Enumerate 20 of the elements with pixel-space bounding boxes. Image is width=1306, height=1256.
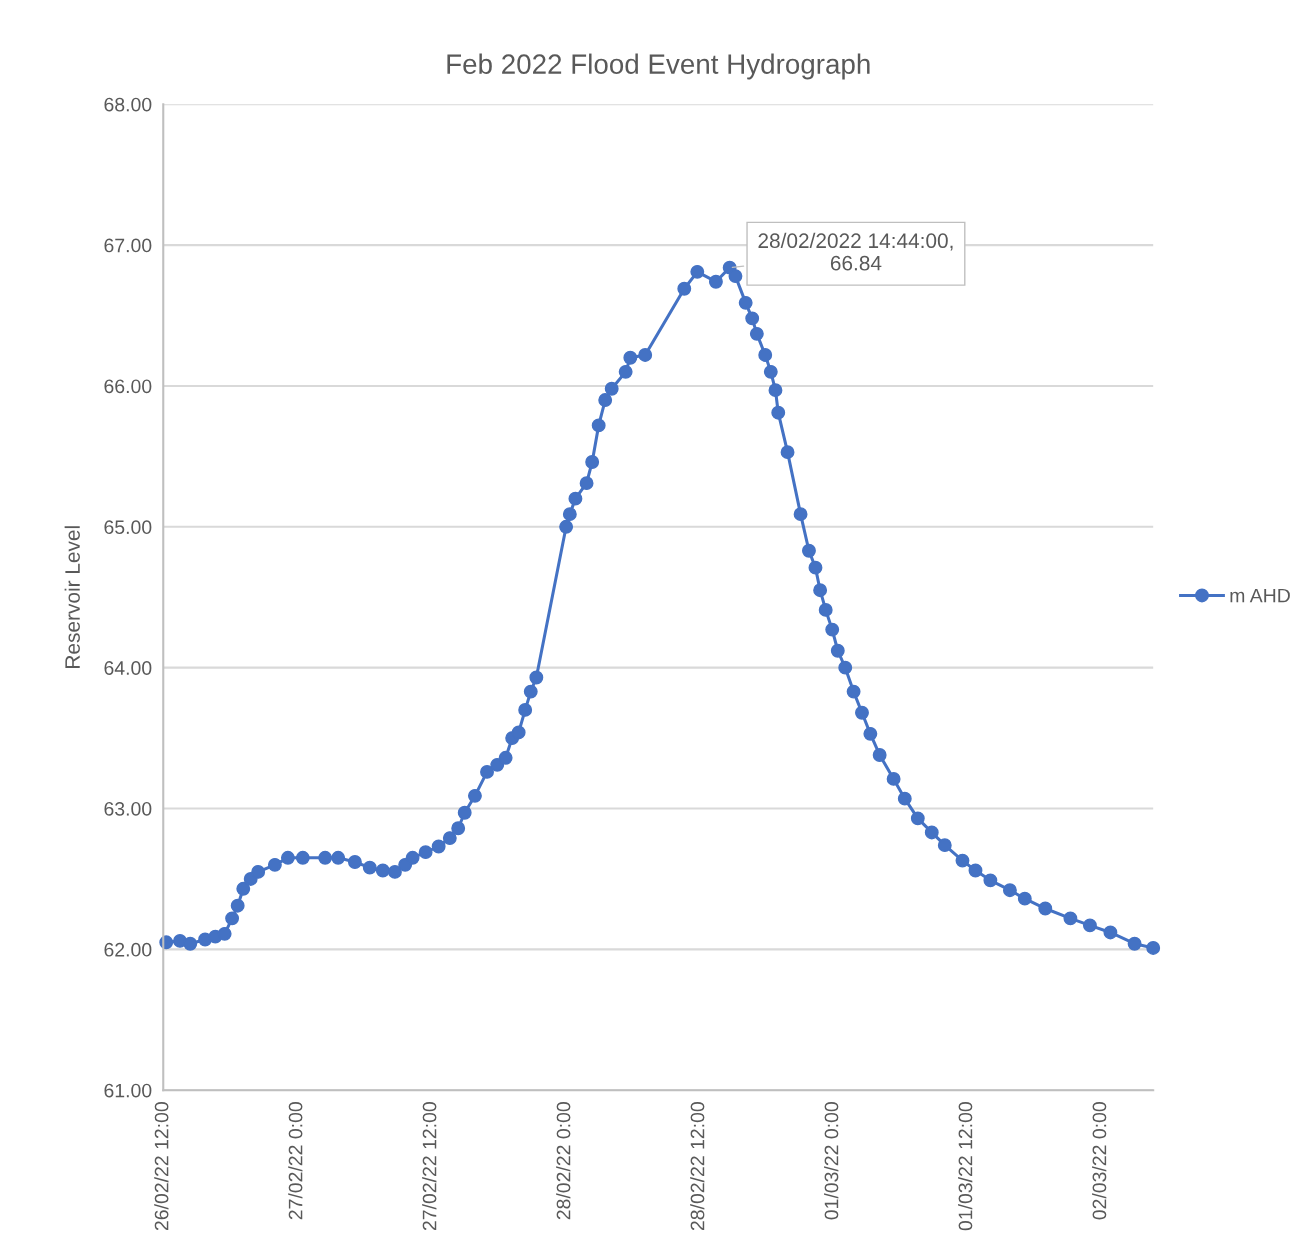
y-tick-label: 67.00 — [104, 238, 152, 253]
y-tick-label: 65.00 — [104, 520, 152, 535]
x-tick-label: 28/02/22 0:00 — [556, 1102, 571, 1220]
y-tick-label: 61.00 — [104, 1083, 152, 1098]
x-tick-label: 01/03/22 12:00 — [958, 1102, 973, 1231]
y-axis-title: Reservoir Level — [64, 526, 80, 668]
x-tick-label: 28/02/22 12:00 — [690, 1102, 705, 1231]
x-tick-label: 27/02/22 12:00 — [422, 1102, 437, 1231]
y-tick-label: 64.00 — [104, 661, 152, 675]
y-tick-label: 62.00 — [104, 942, 152, 957]
legend-label: m AHD — [1230, 588, 1290, 603]
y-tick-label: 68.00 — [104, 97, 152, 112]
x-tick-label: 27/02/22 0:00 — [288, 1102, 303, 1220]
annotation: 28/02/2022 14:44:00, 66.84 — [758, 232, 953, 271]
chart-title: Feb 2022 Flood Event Hydrograph — [447, 53, 870, 80]
x-tick-label: 02/03/22 0:00 — [1092, 1102, 1107, 1220]
x-tick-label: 26/02/22 12:00 — [154, 1102, 169, 1231]
y-tick-label: 66.00 — [104, 379, 152, 394]
x-tick-label: 01/03/22 0:00 — [824, 1102, 839, 1220]
y-tick-label: 63.00 — [104, 801, 152, 816]
